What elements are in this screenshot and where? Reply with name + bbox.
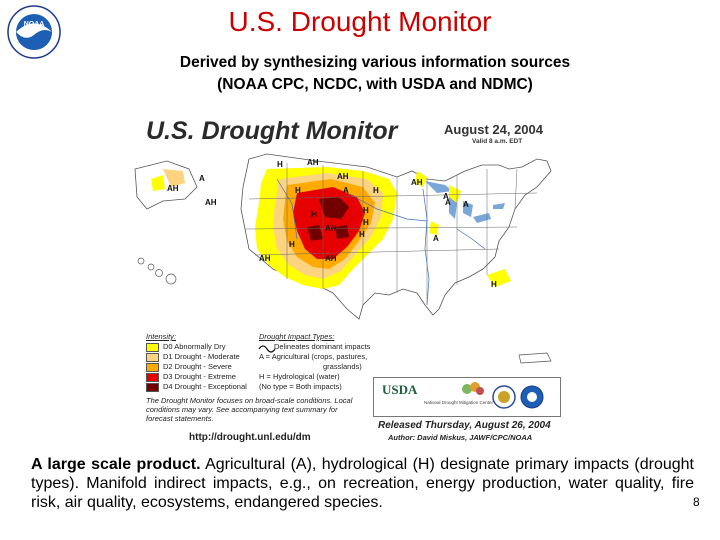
impact-line: (No type = Both impacts) [259, 382, 342, 391]
region-label: AH [307, 158, 319, 167]
partner-logos: USDA National Drought Mitigation Center [373, 377, 561, 417]
region-label: H [491, 280, 497, 289]
noaa-logo-text: NOAA [24, 21, 45, 28]
drought-map-figure: U.S. Drought Monitor August 24, 2004 Val… [127, 109, 571, 450]
impact-line: Delineates dominant impacts [274, 342, 371, 351]
description-paragraph: A large scale product. Agricultural (A),… [31, 455, 694, 512]
legend-swatch-d4 [146, 382, 159, 392]
subtitle-line-1: Derived by synthesizing various informat… [179, 54, 571, 71]
region-label: H [373, 186, 379, 195]
region-label: A [443, 192, 449, 201]
region-label: AH [167, 184, 179, 193]
legend-item: D1 Drought - Moderate [146, 352, 240, 362]
region-label: A [199, 174, 205, 183]
region-label: A [433, 234, 439, 243]
region-label: AH [325, 224, 337, 233]
description-lead: A large scale product. [31, 456, 201, 473]
page-number: 8 [693, 495, 700, 509]
impact-line: grasslands) [323, 362, 362, 371]
released-date: Released Thursday, August 26, 2004 [378, 420, 551, 431]
region-label: H [295, 186, 301, 195]
impact-types-title: Drought Impact Types: [259, 332, 335, 341]
agency-seals [492, 385, 544, 409]
drought-url: http://drought.unl.edu/dm [189, 432, 311, 443]
legend-swatch-d0 [146, 342, 159, 352]
map-date: August 24, 2004 [444, 122, 543, 137]
region-label: A [445, 198, 451, 207]
region-label: H [359, 230, 365, 239]
region-label: AH [325, 254, 337, 263]
ndmc-tree-icon [462, 382, 484, 395]
region-label: H [277, 160, 283, 169]
legend-swatch-d1 [146, 352, 159, 362]
region-label: A [463, 200, 469, 209]
legend-item: D2 Drought - Severe [146, 362, 232, 372]
legend-swatch-d2 [146, 362, 159, 372]
usda-logo: USDA [382, 382, 418, 397]
noaa-logo: NOAA [7, 5, 61, 59]
map-title: U.S. Drought Monitor [146, 117, 398, 145]
impact-line: A = Agricultural (crops, pastures, [259, 352, 368, 361]
region-label: H [311, 210, 317, 219]
legend-item: D0 Abnormally Dry [146, 342, 226, 352]
region-label: AH [411, 178, 423, 187]
description-text: Agricultural (A), hydrological (H) desig… [31, 456, 694, 511]
noaa-seal-center [527, 392, 537, 402]
impact-line: H = Hydrological (water) [259, 372, 340, 381]
map-valid-time: Valid 8 a.m. EDT [472, 138, 523, 145]
map-note: The Drought Monitor focuses on broad-sca… [146, 396, 353, 423]
us-map: A AH AH AH H H AH H AH A A A H AH H H A … [134, 153, 552, 364]
legend-swatch-d3 [146, 372, 159, 382]
region-label: A [343, 186, 349, 195]
commerce-seal-center [498, 391, 510, 403]
legend-item: D4 Drought - Exceptional [146, 382, 247, 392]
page-title: U.S. Drought Monitor [228, 6, 492, 37]
map-author: Author: David Miskus, JAWF/CPC/NOAA [388, 433, 533, 442]
region-label: H [289, 240, 295, 249]
subtitle-line-2: (NOAA CPC, NCDC, with USDA and NDMC) [217, 76, 533, 93]
region-label: AH [337, 172, 349, 181]
legend-title: Intensity: [146, 332, 177, 341]
region-label: AH [205, 198, 217, 207]
region-label: H [363, 218, 369, 227]
legend-item: D3 Drought - Extreme [146, 372, 236, 382]
region-label: H [363, 206, 369, 215]
region-label: AH [259, 254, 271, 263]
ndmc-logo: National Drought Mitigation Center [424, 400, 494, 405]
